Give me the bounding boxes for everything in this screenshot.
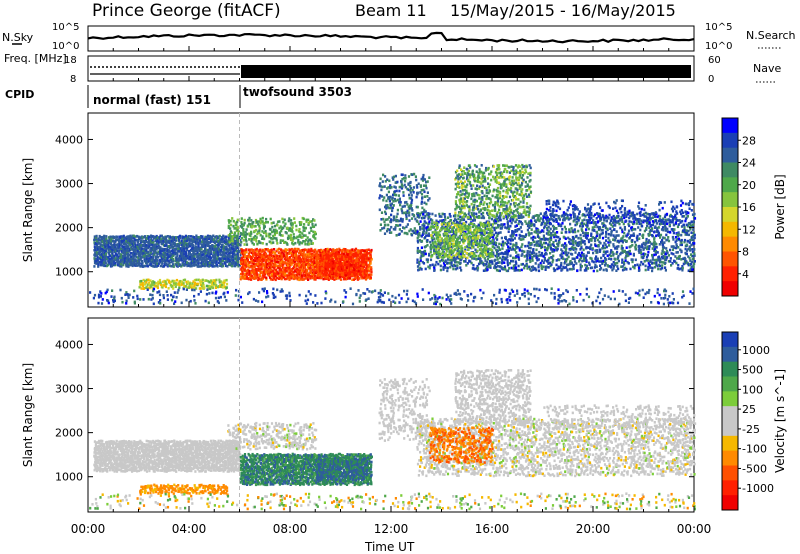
x-tick-label: 12:00 xyxy=(374,522,409,536)
nsky-trace xyxy=(87,31,695,44)
nsearch-label: N.Search xyxy=(746,29,796,42)
colorbar-swatch xyxy=(722,177,738,193)
nsearch-tick-bottom: 10^0 xyxy=(705,41,732,52)
colorbar-swatch xyxy=(722,332,738,348)
colorbar-tick-label: 8 xyxy=(742,246,749,259)
colorbar-tick-label: 500 xyxy=(742,364,763,377)
x-axis-label: Time UT xyxy=(364,540,415,554)
date-range: 15/May/2015 - 16/May/2015 xyxy=(450,1,676,20)
nsky-tick-bottom: 10^0 xyxy=(52,41,79,52)
colorbar-swatch xyxy=(722,480,738,496)
y-tick-label: 3000 xyxy=(55,383,83,396)
cpid-label: CPID xyxy=(5,88,34,101)
colorbar-tick-label: 24 xyxy=(742,157,756,170)
y-axis-label: Slant Range [km] xyxy=(21,158,35,262)
colorbar-swatch xyxy=(722,361,738,377)
x-tick-label: 20:00 xyxy=(576,522,611,536)
freq-label: Freq. [MHz] xyxy=(4,52,67,65)
nsky-label: N.Sky xyxy=(2,31,34,44)
y-tick-label: 3000 xyxy=(55,178,83,191)
velocity-panel: 1000 2000 3000 4000 Slant Range [km] xyxy=(21,317,697,513)
colorbar-swatch xyxy=(722,221,738,238)
colorbar-label: Velocity [m s^-1] xyxy=(773,369,787,473)
colorbar-swatch xyxy=(722,406,738,422)
colorbar-swatch xyxy=(722,147,738,163)
x-tick-label: 08:00 xyxy=(273,522,308,536)
colorbar-swatch xyxy=(722,162,738,178)
y-tick-label: 1000 xyxy=(55,266,83,279)
colorbar-tick-label: 25 xyxy=(742,403,756,416)
colorbar-swatch xyxy=(722,421,738,437)
colorbar-tick-label: -500 xyxy=(742,462,767,475)
colorbar-swatch xyxy=(722,495,738,511)
colorbar-swatch xyxy=(722,391,738,407)
colorbar-swatch xyxy=(722,207,738,223)
cpid-segment-1: normal (fast) 151 xyxy=(93,93,211,107)
colorbar-swatch xyxy=(722,346,738,363)
colorbar-tick-label: -1000 xyxy=(742,482,774,495)
y-tick-label: 4000 xyxy=(55,133,83,146)
colorbar-tick-label: 12 xyxy=(742,223,756,236)
colorbar-tick-label: 20 xyxy=(742,179,756,192)
cpid-segment-2: twofsound 3503 xyxy=(243,85,352,99)
colorbar-swatch xyxy=(722,192,738,208)
y-tick-label: 1000 xyxy=(55,471,83,484)
colorbar-swatch xyxy=(722,376,738,392)
colorbar-tick-label: 16 xyxy=(742,201,756,214)
power-colorbar: 4 8 12 16 20 24 28 Power [dB] xyxy=(721,117,787,297)
colorbar-tick-label: 100 xyxy=(742,383,763,396)
beam-label: Beam 11 xyxy=(355,1,427,20)
velocity-colorbar: 1000 500 100 25 -25 -100 -500 -1000 Velocity [m … xyxy=(721,331,787,511)
y-axis-label: Slant Range [km] xyxy=(21,363,35,467)
colorbar-tick-label: 28 xyxy=(742,134,756,147)
freq-tick-top: 18 xyxy=(64,55,77,66)
x-tick-label: 00:00 xyxy=(71,522,106,536)
colorbar-tick-label: 1000 xyxy=(742,344,770,357)
y-tick-label: 2000 xyxy=(55,222,83,235)
nave-label: Nave xyxy=(753,62,781,75)
freq-tick-bottom: 8 xyxy=(70,74,76,85)
colorbar-swatch xyxy=(722,118,738,134)
y-tick-label: 2000 xyxy=(55,427,83,440)
colorbar-swatch xyxy=(722,465,738,481)
colorbar-swatch xyxy=(722,281,738,297)
colorbar-swatch xyxy=(722,236,738,252)
nsky-tick-top: 10^5 xyxy=(52,22,79,33)
colorbar-tick-label: -100 xyxy=(742,443,767,456)
colorbar-swatch xyxy=(722,251,738,267)
summary-panel: normal (fast) 151 twofsound 3503 N.Sky F… xyxy=(2,22,796,108)
nave-tick-bottom: 0 xyxy=(708,74,714,85)
colorbar-tick-label: -25 xyxy=(742,423,760,436)
colorbar-swatch xyxy=(722,450,738,466)
colorbar-swatch xyxy=(722,132,738,149)
colorbar-swatch xyxy=(722,266,738,282)
data-cells xyxy=(89,369,697,511)
colorbar-frame xyxy=(721,331,739,511)
nsearch-tick-top: 10^5 xyxy=(705,22,732,33)
nave-fill xyxy=(241,65,691,78)
x-tick-label: 00:00 xyxy=(677,522,712,536)
colorbar-label: Power [dB] xyxy=(773,174,787,239)
data-cells xyxy=(89,163,697,306)
nave-tick-top: 60 xyxy=(708,55,721,66)
colorbar-tick-label: 4 xyxy=(742,268,749,281)
x-tick-label: 04:00 xyxy=(172,522,207,536)
time-axis: 00:00 04:00 08:00 12:00 16:00 20:00 00:00 xyxy=(71,522,712,536)
power-panel: 1000 2000 3000 4000 Slant Range [km] xyxy=(21,112,697,308)
station-title: Prince George (fitACF) xyxy=(92,1,281,21)
x-tick-label: 16:00 xyxy=(475,522,510,536)
colorbar-swatch xyxy=(722,435,738,452)
y-tick-label: 4000 xyxy=(55,338,83,351)
